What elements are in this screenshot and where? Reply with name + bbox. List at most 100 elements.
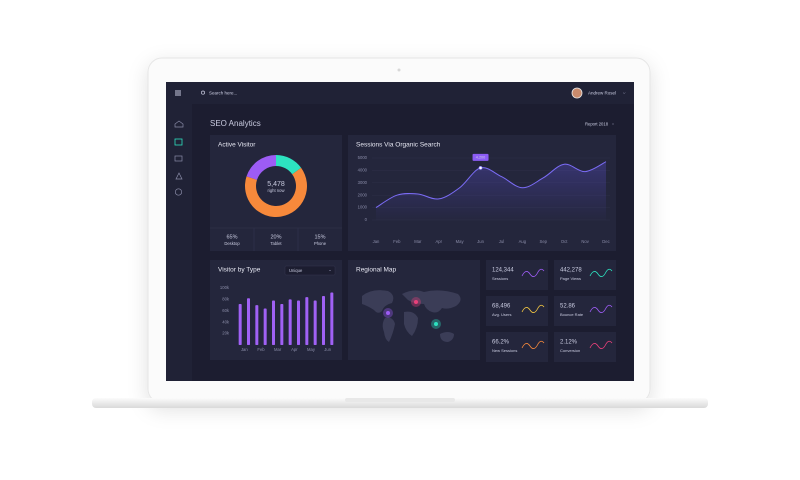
x-tick-label: Apr xyxy=(291,347,298,352)
dropdown-caret[interactable] xyxy=(328,269,332,272)
sessions-area xyxy=(376,161,606,220)
stat-value: 442,278 xyxy=(560,268,582,274)
stat-label: Page Views xyxy=(560,276,581,281)
y-tick-label: 2000 xyxy=(358,192,368,197)
stat-label: Sessions xyxy=(492,276,508,281)
top-bar xyxy=(166,82,634,104)
laptop-base xyxy=(92,398,708,408)
nav-analytics[interactable] xyxy=(174,188,183,196)
stat-label: Avg. Users xyxy=(492,312,512,317)
x-tick-label: Feb xyxy=(257,347,265,352)
bar xyxy=(322,295,325,345)
world-map xyxy=(362,290,461,342)
nav-devices[interactable] xyxy=(174,155,183,162)
laptop-notch xyxy=(345,398,455,402)
y-tick-label: 60k xyxy=(222,308,230,313)
stat-label: New Sessions xyxy=(492,348,517,353)
donut-center-value: 5,478 xyxy=(267,181,285,188)
x-tick-label: Jun xyxy=(324,347,331,352)
y-tick-label: 100k xyxy=(220,285,230,290)
stat-label: Bounce Rate xyxy=(560,312,584,317)
active-visitor-panel xyxy=(210,135,342,251)
user-name[interactable]: Andrew Rosel xyxy=(588,91,616,96)
stat-label: Desktop xyxy=(224,241,240,246)
stat-percent: 20% xyxy=(270,234,281,240)
visitor-type-panel xyxy=(210,260,342,360)
nav-dashboard[interactable] xyxy=(174,138,183,146)
bar xyxy=(297,300,300,345)
type-dropdown[interactable] xyxy=(284,265,336,276)
y-tick-label: 0 xyxy=(365,217,368,222)
sparkline xyxy=(589,268,613,277)
panel-title: Regional Map xyxy=(356,267,396,274)
y-tick-label: 1000 xyxy=(358,205,368,210)
y-tick-label: 3000 xyxy=(358,180,368,185)
sessions-line xyxy=(375,161,607,209)
sparkline xyxy=(521,268,545,277)
user-menu-caret[interactable] xyxy=(622,92,626,95)
report-selector[interactable]: Report 2018 xyxy=(585,122,609,127)
avatar[interactable] xyxy=(571,87,583,99)
stat-value: 2.12% xyxy=(560,340,578,346)
menu-button[interactable] xyxy=(175,90,181,96)
y-tick-label: 40k xyxy=(222,319,230,324)
sparkline xyxy=(521,304,545,313)
stat-card xyxy=(554,260,616,290)
tooltip-value: 4,200 xyxy=(476,156,486,160)
bar xyxy=(313,300,317,345)
donut-center-label: right now xyxy=(268,188,286,193)
stat-card xyxy=(554,332,616,362)
x-tick-label: Mar xyxy=(274,347,282,352)
bar xyxy=(305,297,309,345)
stat-value: 52.86 xyxy=(560,304,576,310)
sparkline xyxy=(521,340,545,349)
x-tick-label: Jan xyxy=(373,239,380,244)
sidebar xyxy=(166,104,192,381)
x-tick-label: May xyxy=(307,347,316,352)
bar xyxy=(263,308,267,345)
map-markers xyxy=(383,297,441,329)
stat-percent: 65% xyxy=(226,234,237,240)
page-title: SEO Analytics xyxy=(210,119,261,128)
stat-label: Phone xyxy=(314,241,327,246)
panel-title: Visitor by Type xyxy=(218,267,261,274)
search-input[interactable]: Search here... xyxy=(209,91,237,96)
stat-value: 124,344 xyxy=(492,268,514,274)
panel-title: Sessions Via Organic Search xyxy=(356,142,441,149)
stat-value: 66.2% xyxy=(492,340,510,346)
x-tick-label: Aug xyxy=(519,239,527,244)
nav-home[interactable] xyxy=(174,120,184,128)
x-tick-label: May xyxy=(456,239,465,244)
y-tick-label: 5000 xyxy=(358,155,368,160)
bar xyxy=(272,300,275,345)
x-tick-label: Mar xyxy=(414,239,422,244)
x-tick-label: Nov xyxy=(581,239,589,244)
bar xyxy=(288,299,292,345)
y-tick-label: 80k xyxy=(222,297,230,302)
x-tick-label: Sep xyxy=(540,239,548,244)
stat-card xyxy=(486,332,548,362)
stat-percent: 15% xyxy=(314,234,325,240)
report-caret[interactable] xyxy=(611,123,615,125)
bar xyxy=(280,303,284,345)
x-tick-label: Feb xyxy=(393,239,401,244)
search-icon xyxy=(201,90,205,95)
nav-reports[interactable] xyxy=(175,172,183,180)
x-tick-label: Jul xyxy=(499,239,504,244)
donut-segment xyxy=(276,155,302,175)
x-tick-label: Oct xyxy=(561,239,568,244)
y-tick-label: 4000 xyxy=(358,168,368,173)
x-tick-label: Jan xyxy=(241,347,248,352)
bar xyxy=(330,292,334,345)
stat-label: Conversion xyxy=(560,348,580,353)
y-tick-label: 20k xyxy=(222,331,230,336)
tooltip xyxy=(472,153,489,161)
sparkline xyxy=(589,340,613,349)
bar xyxy=(238,303,242,345)
type-dropdown-value[interactable]: Unique xyxy=(289,268,303,273)
x-tick-label: Apr xyxy=(435,239,442,244)
stat-card xyxy=(486,260,548,290)
donut-segment xyxy=(245,167,307,217)
camera xyxy=(397,68,401,72)
